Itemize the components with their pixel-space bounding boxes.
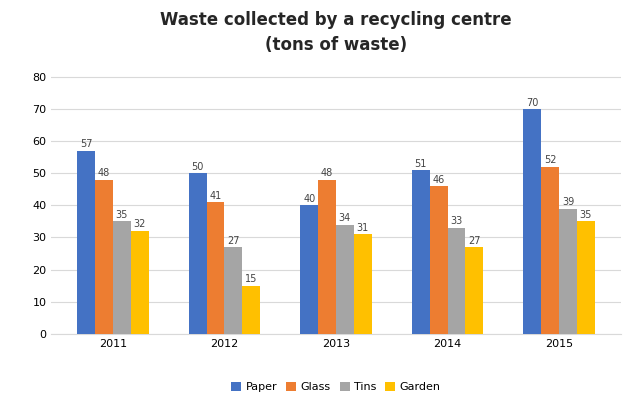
Bar <box>77 151 95 334</box>
Bar <box>412 170 429 334</box>
Bar <box>447 228 465 334</box>
Text: 48: 48 <box>98 168 110 178</box>
Bar <box>541 167 559 334</box>
Text: 34: 34 <box>339 213 351 223</box>
Text: 51: 51 <box>415 158 427 168</box>
Bar <box>131 231 148 334</box>
Bar <box>524 109 541 334</box>
Bar <box>225 247 243 334</box>
Text: 27: 27 <box>227 236 239 245</box>
Title: Waste collected by a recycling centre
(tons of waste): Waste collected by a recycling centre (t… <box>160 11 512 54</box>
Bar <box>429 186 447 334</box>
Text: 35: 35 <box>580 210 592 220</box>
Text: 48: 48 <box>321 168 333 178</box>
Text: 57: 57 <box>80 139 92 149</box>
Bar <box>465 247 483 334</box>
Bar <box>189 173 207 334</box>
Text: 27: 27 <box>468 236 481 245</box>
Bar <box>243 286 260 334</box>
Text: 50: 50 <box>191 162 204 172</box>
Bar <box>336 225 354 334</box>
Legend: Paper, Glass, Tins, Garden: Paper, Glass, Tins, Garden <box>227 377 445 397</box>
Text: 33: 33 <box>451 216 463 226</box>
Text: 41: 41 <box>209 190 221 201</box>
Text: 40: 40 <box>303 194 316 204</box>
Bar <box>559 209 577 334</box>
Bar <box>300 206 318 334</box>
Text: 39: 39 <box>562 197 574 207</box>
Text: 70: 70 <box>526 98 539 107</box>
Text: 32: 32 <box>133 219 146 230</box>
Bar <box>207 202 225 334</box>
Text: 31: 31 <box>356 223 369 233</box>
Text: 46: 46 <box>433 175 445 184</box>
Bar <box>577 221 595 334</box>
Bar <box>113 221 131 334</box>
Text: 52: 52 <box>544 155 557 165</box>
Bar <box>318 180 336 334</box>
Text: 15: 15 <box>245 274 257 284</box>
Text: 35: 35 <box>116 210 128 220</box>
Bar <box>95 180 113 334</box>
Bar <box>354 234 372 334</box>
